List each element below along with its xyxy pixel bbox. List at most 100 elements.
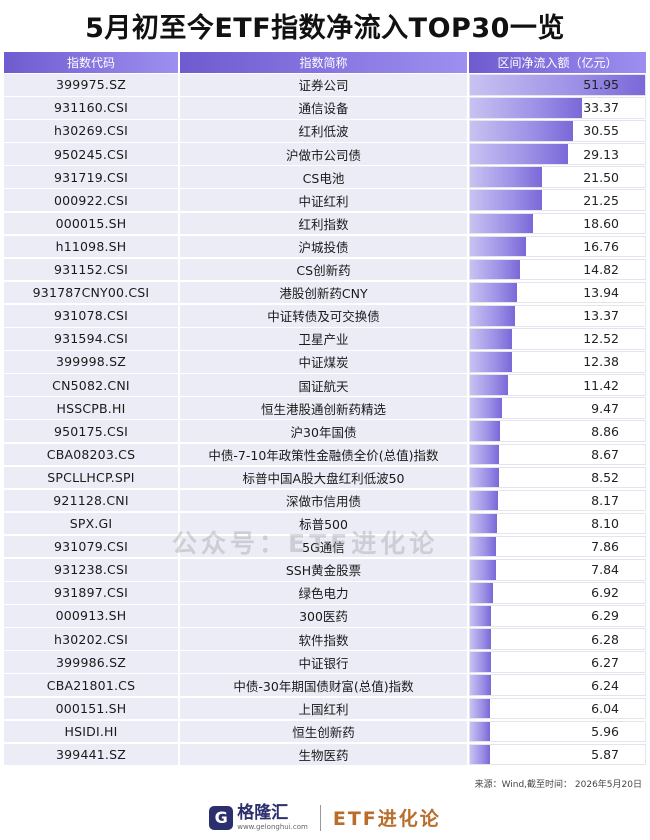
cell-name: 卫星产业 [180, 328, 467, 350]
value-label: 7.84 [591, 562, 619, 578]
cell-name: SSH黄金股票 [180, 558, 467, 581]
value-label: 8.67 [591, 446, 619, 462]
value-bar [470, 98, 583, 118]
brand-secondary: ETF进化论 [332, 808, 441, 830]
value-label: 30.55 [583, 123, 619, 139]
table-row: h30202.CSI 软件指数 6.28 [4, 628, 646, 650]
value-label: 7.86 [591, 539, 619, 555]
cell-name: CS电池 [180, 166, 467, 188]
cell-name: 中证转债及可交换债 [180, 304, 467, 327]
table-row: 399986.SZ 中证银行 6.27 [4, 651, 646, 673]
cell-value: 8.52 [469, 466, 646, 489]
table-row: SPCLLHCP.SPI 标普中国A股大盘红利低波50 8.52 [4, 466, 646, 489]
value-bar [470, 675, 492, 696]
value-bar [470, 213, 533, 234]
value-label: 9.47 [591, 400, 619, 416]
cell-value: 6.04 [469, 697, 646, 720]
value-label: 13.94 [583, 285, 619, 301]
cell-name: 中证银行 [180, 651, 467, 673]
cell-name: 沪城投债 [180, 235, 467, 258]
cell-value: 7.86 [469, 535, 646, 558]
table-row: 931238.CSI SSH黄金股票 7.84 [4, 558, 646, 581]
cell-value: 21.25 [469, 189, 646, 212]
table-row: 950175.CSI 沪30年国债 8.86 [4, 420, 646, 442]
table-row: 921128.CNI 深做市信用债 8.17 [4, 489, 646, 512]
table-row: 399975.SZ 证券公司 51.95 [4, 74, 646, 96]
cell-code: 000151.SH [4, 697, 178, 720]
table-row: 931078.CSI 中证转债及可交换债 13.37 [4, 304, 646, 327]
value-label: 16.76 [583, 238, 619, 254]
table-row: 931594.CSI 卫星产业 12.52 [4, 328, 646, 350]
table-row: SPX.GI 标普500 8.10 [4, 512, 646, 535]
value-label: 12.52 [583, 331, 619, 347]
cell-code: h30202.CSI [4, 628, 178, 650]
cell-value: 5.87 [469, 743, 646, 766]
cell-code: 931078.CSI [4, 304, 178, 327]
cell-name: 300医药 [180, 605, 467, 627]
cell-value: 21.50 [469, 166, 646, 188]
cell-value: 13.37 [469, 304, 646, 327]
cell-value: 14.82 [469, 258, 646, 281]
cell-name: 中证红利 [180, 189, 467, 212]
value-bar [470, 490, 498, 511]
cell-code: 000015.SH [4, 212, 178, 235]
value-label: 6.28 [591, 631, 619, 647]
cell-code: CBA21801.CS [4, 674, 178, 697]
value-label: 6.27 [591, 654, 619, 670]
header-name: 指数简称 [180, 52, 467, 73]
cell-name: 上国红利 [180, 697, 467, 720]
cell-code: h11098.SH [4, 235, 178, 258]
source-note: 来源：Wind,截至时间： 2026年5月20日 [474, 780, 642, 790]
value-label: 12.38 [583, 354, 619, 370]
cell-name: 标普中国A股大盘红利低波50 [180, 466, 467, 489]
cell-name: 红利指数 [180, 212, 467, 235]
value-bar [470, 721, 491, 742]
cell-name: 5G通信 [180, 535, 467, 558]
cell-name: 中证煤炭 [180, 351, 467, 373]
table-row: 000151.SH 上国红利 6.04 [4, 697, 646, 720]
cell-value: 13.94 [469, 281, 646, 304]
table-row: 931160.CSI 通信设备 33.37 [4, 97, 646, 119]
cell-code: 931152.CSI [4, 258, 178, 281]
cell-value: 8.17 [469, 489, 646, 512]
table-row: HSIDI.HI 恒生创新药 5.96 [4, 720, 646, 743]
value-label: 8.10 [591, 516, 619, 532]
value-bar [470, 606, 492, 626]
table-row: 000913.SH 300医药 6.29 [4, 605, 646, 627]
table-body: 399975.SZ 证券公司 51.95 931160.CSI 通信设备 33.37 h30… [4, 74, 646, 766]
value-label: 21.25 [583, 192, 619, 208]
value-label: 18.60 [583, 215, 619, 231]
cell-name: 国证航天 [180, 374, 467, 396]
value-label: 13.37 [583, 308, 619, 324]
brand-block: 格隆汇 www.gelonghui.com [237, 802, 308, 831]
footer-divider [319, 804, 321, 831]
brand-url: www.gelonghui.com [237, 822, 308, 831]
value-bar [470, 421, 500, 441]
cell-value: 30.55 [469, 120, 646, 142]
value-label: 5.87 [591, 747, 619, 763]
value-bar [470, 559, 497, 580]
footer: G 格隆汇 www.gelonghui.com ETF进化论 [0, 795, 650, 840]
gelonghui-logo-icon: G [209, 805, 234, 830]
table-row: h30269.CSI 红利低波 30.55 [4, 120, 646, 142]
cell-code: 399441.SZ [4, 743, 178, 766]
cell-code: HSIDI.HI [4, 720, 178, 743]
brand-name: 格隆汇 [237, 802, 289, 823]
cell-value: 5.96 [469, 720, 646, 743]
cell-code: 931897.CSI [4, 582, 178, 604]
value-bar [470, 536, 497, 557]
cell-value: 6.28 [469, 628, 646, 650]
value-label: 6.92 [591, 585, 619, 601]
cell-code: 931719.CSI [4, 166, 178, 188]
cell-code: 399986.SZ [4, 651, 178, 673]
value-bar [470, 698, 491, 719]
cell-value: 11.42 [469, 374, 646, 396]
cell-name: 绿色电力 [180, 582, 467, 604]
cell-value: 51.95 [469, 74, 646, 96]
cell-value: 7.84 [469, 558, 646, 581]
table-row: HSSCPB.HI 恒生港股通创新药精选 9.47 [4, 397, 646, 419]
cell-name: 软件指数 [180, 628, 467, 650]
value-bar [470, 282, 517, 303]
table-row: 399441.SZ 生物医药 5.87 [4, 743, 646, 766]
table-row: CBA08203.CS 中债-7-10年政策性金融债全价(总值)指数 8.67 [4, 443, 646, 466]
